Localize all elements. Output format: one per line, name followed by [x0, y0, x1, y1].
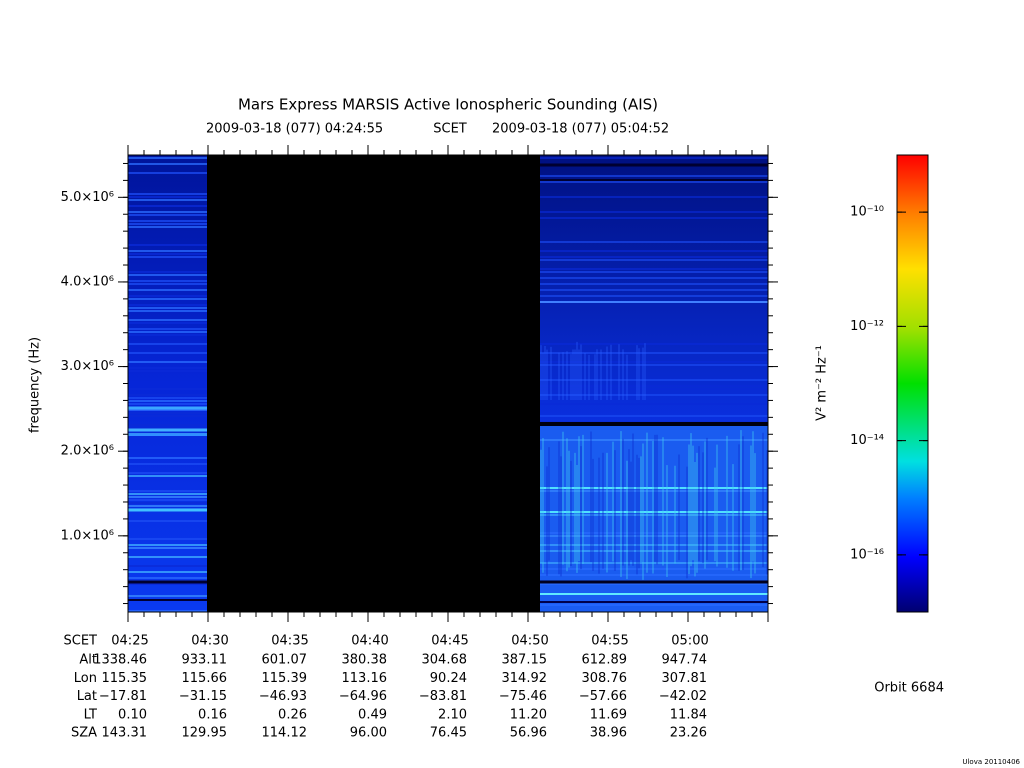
- y-tick-label: 2.0×10⁶: [61, 444, 114, 459]
- ephemeris-value: −57.66: [579, 689, 627, 704]
- x-tick-label: 04:50: [511, 634, 548, 649]
- x-tick-label: 05:00: [671, 634, 708, 649]
- ephemeris-value: 114.12: [262, 726, 308, 741]
- ephemeris-value: −31.15: [179, 689, 227, 704]
- ephemeris-value: 0.16: [198, 707, 227, 722]
- footer: Ulova 20110406: [962, 758, 1020, 766]
- ephemeris-value: 0.49: [358, 707, 387, 722]
- ephemeris-value: −17.81: [99, 689, 147, 704]
- ephemeris-value: 96.00: [350, 726, 387, 741]
- ephemeris-value: 304.68: [422, 653, 468, 668]
- ephemeris-value: 387.15: [502, 653, 548, 668]
- ephemeris-value: 90.24: [430, 671, 467, 686]
- colorbar-tick-label: 10⁻¹⁰: [850, 205, 884, 220]
- panel: [207, 155, 540, 612]
- x-tick-label: 04:55: [591, 634, 628, 649]
- panel: [128, 155, 207, 612]
- ephemeris-value: 143.31: [102, 726, 148, 741]
- ephemeris-value: 380.38: [342, 653, 388, 668]
- ephemeris-value: 38.96: [590, 726, 627, 741]
- x-tick-label: 04:25: [111, 634, 148, 649]
- x-tick-label: 04:35: [271, 634, 308, 649]
- ephemeris-value: 2.10: [438, 707, 467, 722]
- ephemeris-value: 76.45: [430, 726, 467, 741]
- y-tick-label: 1.0×10⁶: [61, 528, 114, 543]
- ephemeris-value: 129.95: [182, 726, 228, 741]
- ephemeris-value: 0.26: [278, 707, 307, 722]
- ephemeris-label: LT: [84, 707, 97, 722]
- ephemeris-value: 307.81: [662, 671, 708, 686]
- ephemeris-value: −64.96: [339, 689, 387, 704]
- colorbar-tick-label: 10⁻¹⁴: [850, 433, 884, 448]
- ephemeris-value: 115.39: [262, 671, 308, 686]
- time-frame: SCET: [433, 122, 467, 137]
- ephemeris-value: 308.76: [582, 671, 628, 686]
- ephemeris-value: 933.11: [182, 653, 228, 668]
- spectrogram: [128, 155, 768, 612]
- colorbar: [896, 154, 929, 613]
- colorbar-tick-label: 10⁻¹⁶: [850, 547, 884, 562]
- ephemeris-label: Lon: [74, 671, 97, 686]
- y-tick-label: 5.0×10⁶: [61, 190, 114, 205]
- ephemeris-value: 115.66: [182, 671, 228, 686]
- ephemeris-label: Alt: [79, 653, 97, 668]
- ephemeris-label: SZA: [71, 726, 97, 741]
- y-axis-label: frequency (Hz): [28, 337, 43, 433]
- ephemeris-value: 612.89: [582, 653, 628, 668]
- colorbar-tick-label: 10⁻¹²: [850, 319, 884, 334]
- ephemeris-value: −75.46: [499, 689, 547, 704]
- ephemeris-value: −83.81: [419, 689, 467, 704]
- time-start: 2009-03-18 (077) 04:24:55: [206, 122, 383, 137]
- ephemeris-value: 115.35: [102, 671, 148, 686]
- y-tick-label: 3.0×10⁶: [61, 359, 114, 374]
- ephemeris-value: 56.96: [510, 726, 547, 741]
- x-axis-label: SCET: [64, 634, 98, 649]
- ephemeris-value: 11.20: [510, 707, 547, 722]
- ephemeris-label: Lat: [77, 689, 97, 704]
- ephemeris-value: 947.74: [662, 653, 708, 668]
- x-tick-label: 04:45: [431, 634, 468, 649]
- ephemeris-value: 1338.46: [93, 653, 147, 668]
- ephemeris-value: 11.84: [670, 707, 707, 722]
- orbit-label: Orbit 6684: [874, 681, 944, 696]
- ephemeris-value: 314.92: [502, 671, 548, 686]
- ephemeris-value: 113.16: [342, 671, 388, 686]
- ephemeris-value: 11.69: [590, 707, 627, 722]
- y-tick-label: 4.0×10⁶: [61, 274, 114, 289]
- ephemeris-value: −46.93: [259, 689, 307, 704]
- ephemeris-value: 601.07: [262, 653, 308, 668]
- colorbar-label: V² m⁻² Hz⁻¹: [815, 345, 830, 421]
- x-tick-label: 04:40: [351, 634, 388, 649]
- ephemeris-value: −42.02: [659, 689, 707, 704]
- ephemeris-value: 23.26: [670, 726, 707, 741]
- x-tick-label: 04:30: [191, 634, 228, 649]
- time-end: 2009-03-18 (077) 05:04:52: [492, 122, 669, 137]
- chart-title: Mars Express MARSIS Active Ionospheric S…: [238, 96, 658, 114]
- ephemeris-value: 0.10: [118, 707, 147, 722]
